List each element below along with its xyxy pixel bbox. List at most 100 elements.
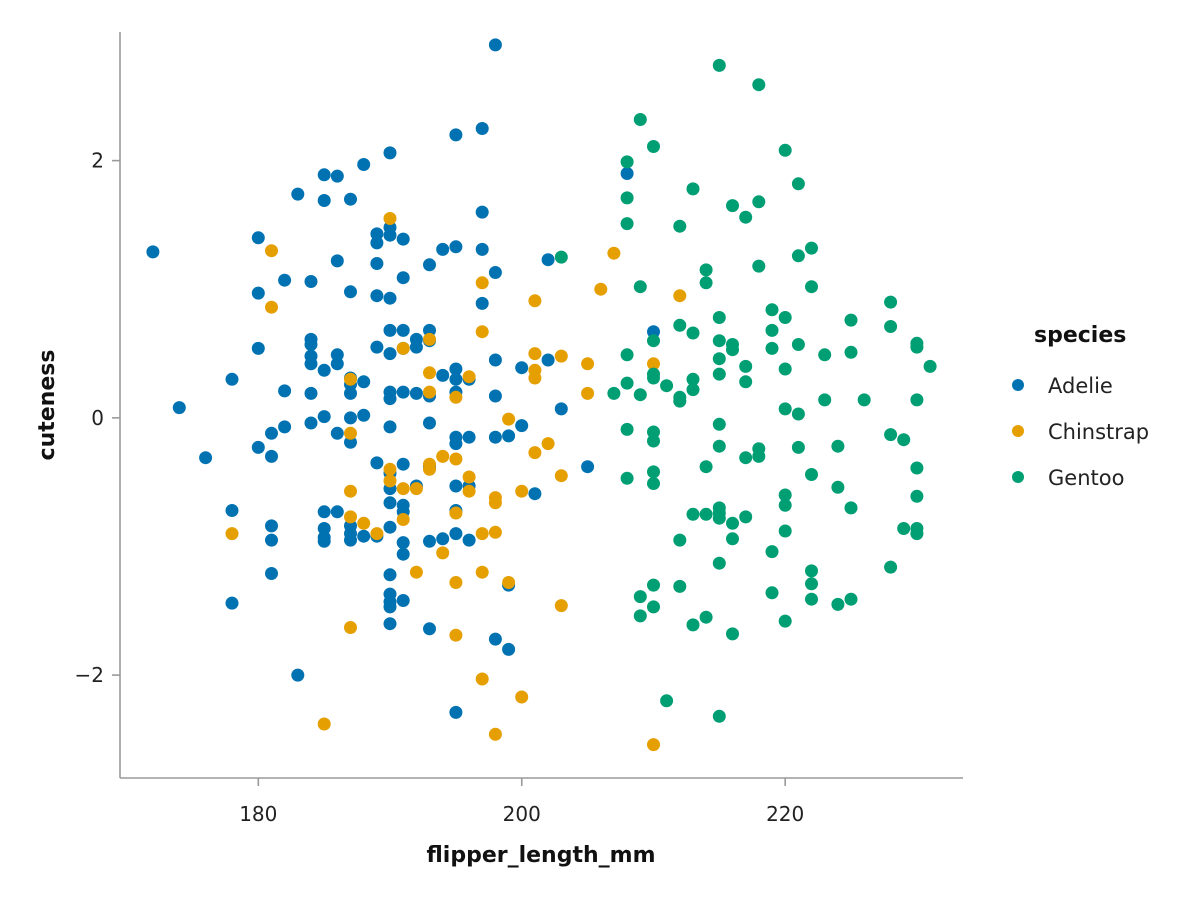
point-gentoo-83 (778, 614, 792, 628)
point-adelie-85 (396, 457, 410, 471)
point-gentoo-46 (712, 352, 726, 366)
point-gentoo-41 (699, 507, 713, 521)
point-gentoo-97 (831, 439, 845, 453)
point-gentoo-77 (778, 311, 792, 324)
point-adelie-40 (330, 505, 344, 519)
point-gentoo-99 (831, 597, 845, 611)
point-chinstrap-24 (436, 449, 450, 463)
point-gentoo-26 (673, 219, 687, 233)
point-gentoo-55 (726, 199, 739, 213)
point-gentoo-100 (844, 313, 858, 327)
point-gentoo-40 (699, 460, 713, 474)
point-gentoo-11 (633, 388, 647, 402)
point-chinstrap-55 (554, 599, 568, 613)
point-gentoo-109 (897, 433, 911, 447)
point-adelie-54 (357, 529, 371, 543)
point-adelie-19 (291, 668, 305, 682)
y-tick-label-1: 0 (91, 406, 104, 430)
point-gentoo-86 (791, 338, 805, 351)
point-adelie-45 (344, 386, 357, 400)
point-adelie-139 (554, 402, 568, 416)
point-chinstrap-35 (475, 325, 489, 339)
point-adelie-57 (370, 257, 384, 270)
point-gentoo-68 (752, 259, 766, 273)
point-chinstrap-32 (462, 470, 476, 484)
point-gentoo-29 (673, 394, 687, 408)
point-gentoo-82 (778, 524, 792, 538)
point-adelie-47 (344, 435, 357, 449)
point-gentoo-113 (910, 393, 924, 407)
point-chinstrap-6 (344, 484, 357, 498)
point-chinstrap-46 (515, 690, 529, 704)
point-chinstrap-16 (396, 513, 410, 526)
point-adelie-137 (541, 253, 555, 267)
point-adelie-14 (265, 567, 278, 580)
point-chinstrap-4 (344, 372, 357, 386)
point-adelie-103 (436, 242, 450, 256)
point-gentoo-19 (647, 434, 660, 448)
point-gentoo-78 (778, 362, 792, 376)
point-gentoo-24 (660, 379, 674, 393)
point-chinstrap-60 (647, 357, 660, 371)
point-adelie-123 (475, 242, 489, 256)
point-chinstrap-54 (554, 469, 568, 483)
point-adelie-74 (383, 520, 397, 534)
point-gentoo-15 (647, 334, 660, 348)
point-adelie-39 (330, 426, 344, 440)
point-chinstrap-45 (515, 484, 529, 498)
point-adelie-12 (265, 519, 278, 533)
point-adelie-121 (475, 122, 489, 135)
point-adelie-136 (528, 487, 542, 501)
point-adelie-129 (488, 430, 502, 444)
point-gentoo-71 (765, 303, 779, 317)
point-chinstrap-20 (423, 366, 436, 380)
point-adelie-59 (370, 340, 384, 354)
point-adelie-16 (278, 384, 292, 398)
point-adelie-55 (370, 227, 384, 241)
point-adelie-27 (317, 168, 331, 182)
point-chinstrap-13 (383, 474, 397, 488)
point-adelie-6 (251, 231, 265, 245)
point-adelie-56 (370, 236, 384, 250)
point-adelie-127 (488, 353, 502, 367)
point-adelie-17 (278, 420, 292, 434)
point-gentoo-87 (791, 407, 805, 421)
point-gentoo-20 (647, 465, 660, 479)
point-chinstrap-44 (502, 576, 516, 589)
point-adelie-7 (251, 286, 265, 300)
point-adelie-113 (449, 479, 463, 493)
point-gentoo-107 (884, 428, 898, 442)
point-chinstrap-42 (488, 727, 502, 741)
point-adelie-134 (515, 361, 529, 375)
point-gentoo-58 (726, 516, 739, 530)
point-chinstrap-61 (647, 738, 660, 752)
point-adelie-67 (383, 347, 397, 361)
point-gentoo-54 (712, 709, 726, 723)
point-gentoo-12 (633, 590, 647, 604)
y-ticks: −2 0 2 (75, 149, 120, 687)
point-adelie-125 (488, 38, 502, 52)
point-chinstrap-38 (475, 672, 489, 686)
point-gentoo-102 (844, 501, 858, 515)
point-gentoo-64 (739, 451, 753, 465)
point-gentoo-0 (554, 250, 568, 264)
point-gentoo-61 (739, 210, 753, 224)
point-gentoo-92 (805, 564, 818, 578)
legend-title: species (1034, 323, 1126, 348)
point-adelie-69 (383, 392, 397, 406)
point-gentoo-112 (910, 340, 924, 354)
point-gentoo-48 (712, 417, 726, 431)
legend-marker-chinstrap (1012, 425, 1024, 437)
x-axis-title: flipper_length_mm (426, 843, 655, 868)
point-gentoo-95 (818, 348, 832, 362)
point-gentoo-5 (620, 348, 634, 362)
point-gentoo-88 (791, 440, 805, 454)
point-adelie-126 (488, 266, 502, 279)
point-chinstrap-1 (265, 244, 278, 258)
point-gentoo-18 (647, 425, 660, 439)
point-adelie-89 (396, 547, 410, 561)
point-adelie-92 (409, 340, 423, 354)
point-adelie-26 (304, 416, 318, 430)
point-adelie-31 (317, 505, 331, 519)
